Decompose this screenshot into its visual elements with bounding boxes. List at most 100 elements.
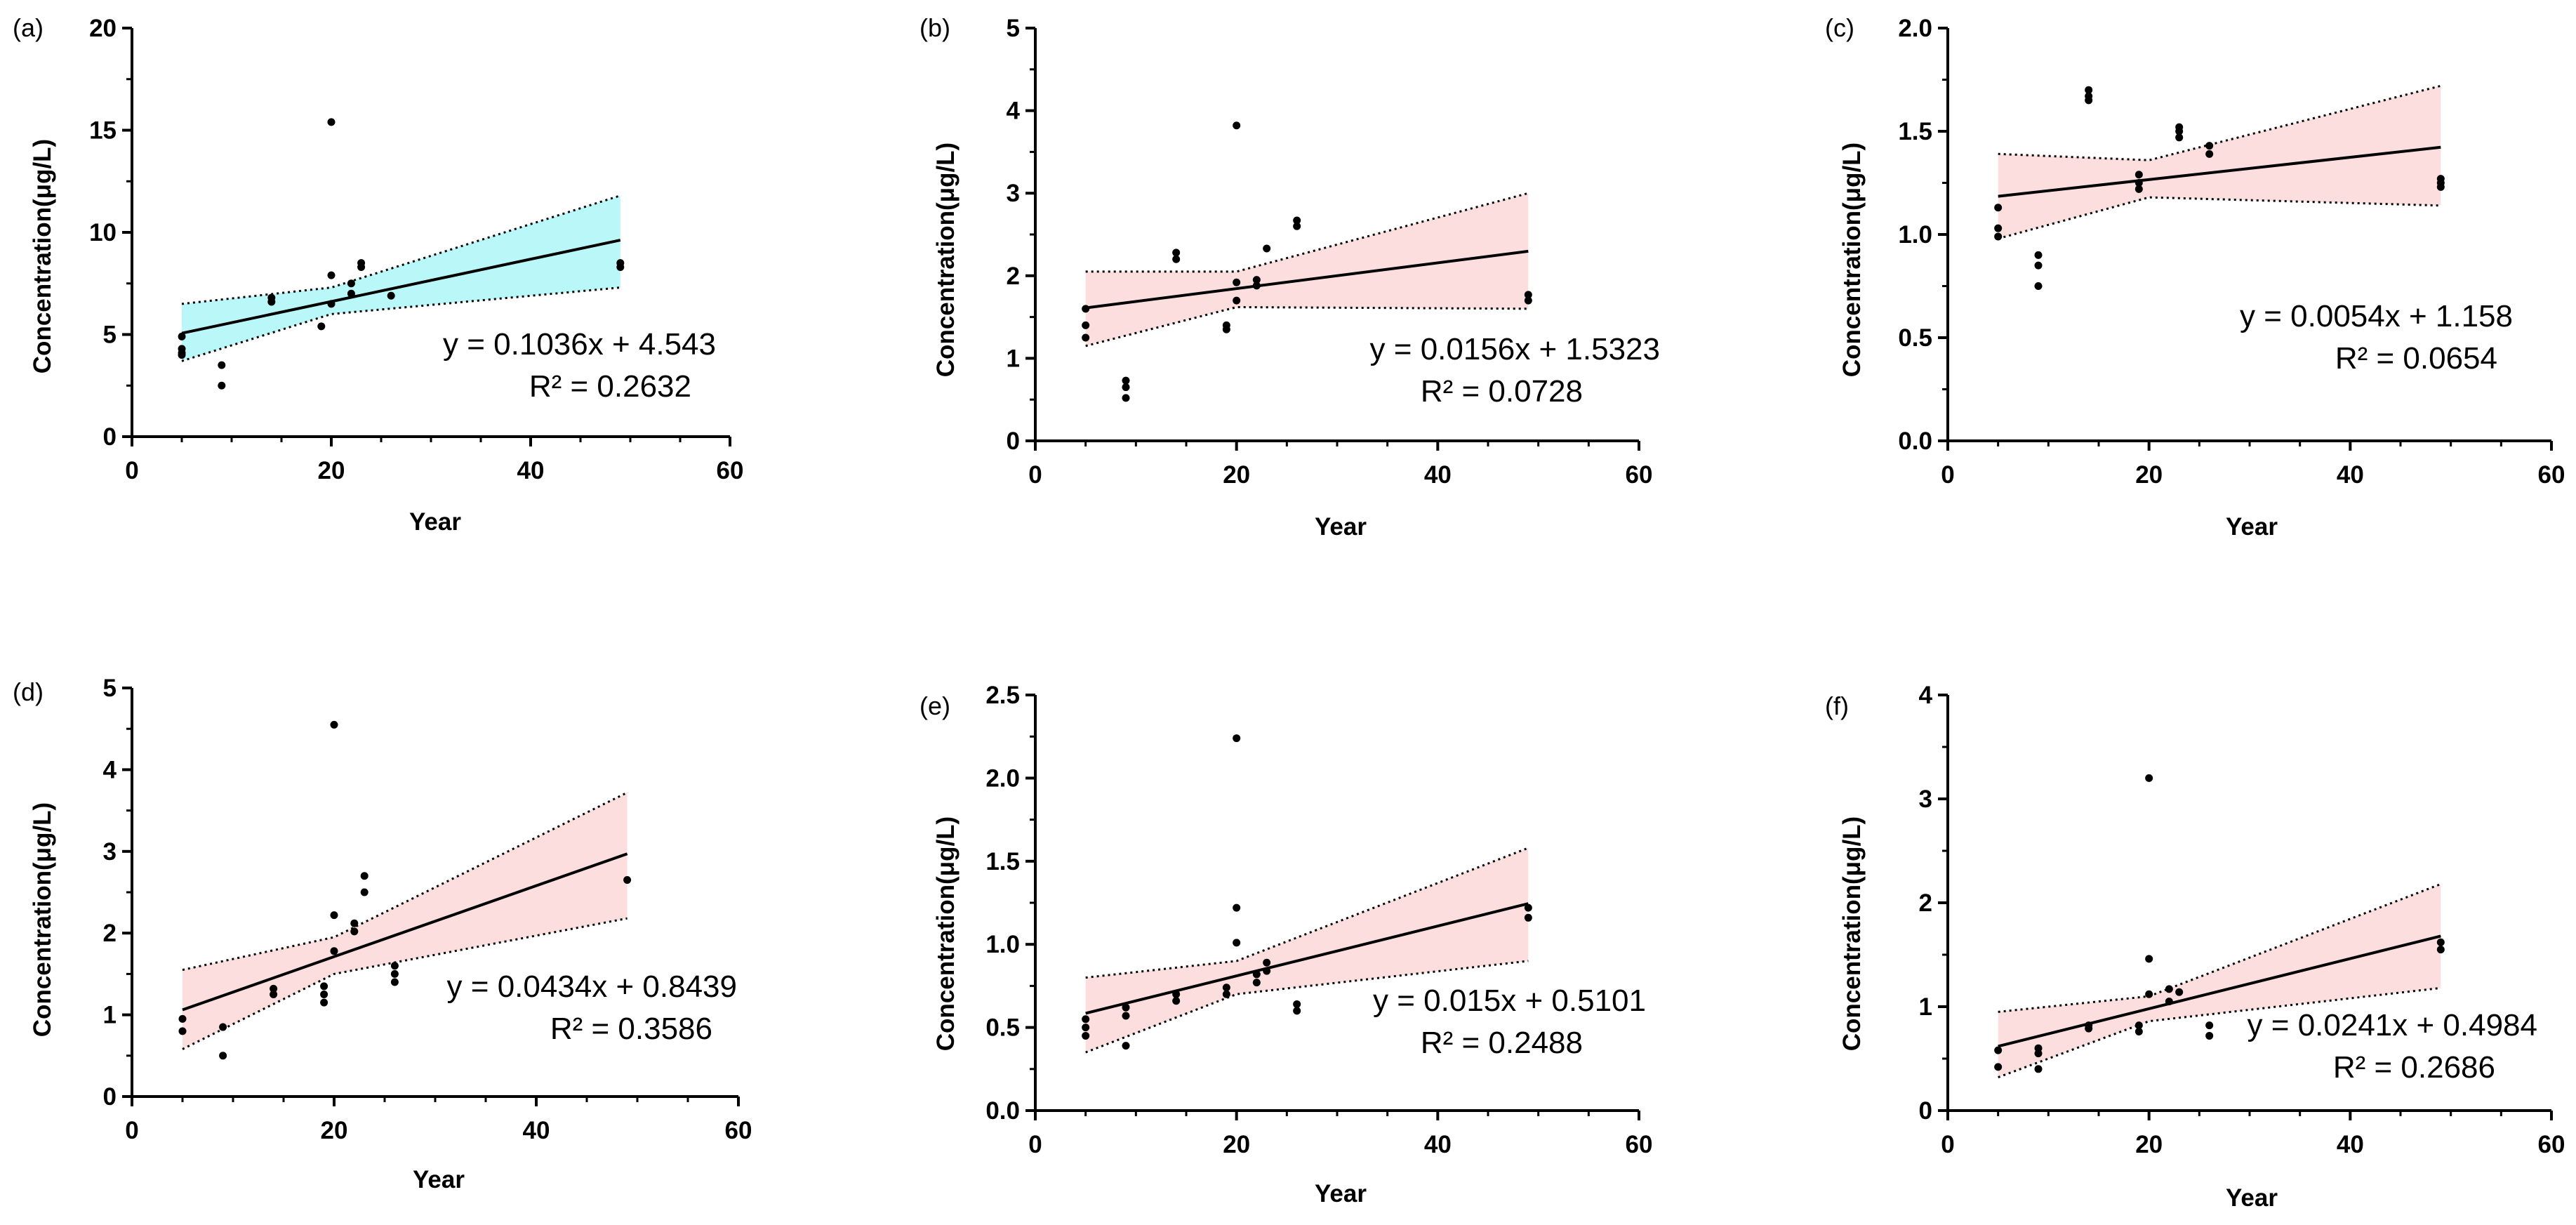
data-point (1524, 903, 1532, 912)
x-tick-label: 60 (725, 1117, 752, 1144)
data-point (1222, 984, 1230, 992)
data-point (1293, 222, 1301, 230)
x-tick-label: 60 (717, 457, 744, 484)
y-tick-label: 5 (103, 675, 117, 702)
data-point (1994, 224, 2003, 232)
x-tick-label: 0 (1941, 461, 1954, 489)
data-point (1994, 1063, 2003, 1071)
data-point (1233, 296, 1241, 305)
y-axis-title: Concentration(μg/L) (29, 139, 56, 373)
band-upper-edge (1085, 847, 1529, 979)
y-tick-label: 0 (103, 1083, 117, 1111)
y-tick-label: 5 (1007, 15, 1020, 42)
x-tick-label: 20 (1223, 1131, 1250, 1158)
y-tick-label: 0 (103, 423, 117, 451)
x-tick-label: 40 (517, 457, 545, 484)
data-point (270, 984, 278, 993)
data-point (1233, 939, 1241, 947)
data-point (320, 991, 328, 998)
data-point (616, 263, 625, 271)
data-point (350, 919, 359, 927)
confidence-band (1998, 884, 2441, 1078)
data-point (2135, 171, 2143, 179)
y-axis-title: Concentration(μg/L) (932, 143, 960, 377)
data-point (1524, 296, 1532, 305)
y-tick-label: 0.5 (1898, 324, 1932, 352)
panel-e: (e) 0.0 0.5 1.0 1.5 2.0 2.5 0 20 40 60 Year Concentr… (919, 682, 1652, 1207)
y-tick-label: 2 (1919, 889, 1932, 917)
confidence-band (1085, 193, 1529, 346)
x-tick-label: 20 (2135, 461, 2163, 489)
regression-equation: y = 0.0054x + 1.158 (2240, 299, 2513, 333)
band-lower-edge (182, 917, 628, 1050)
data-point (2175, 988, 2184, 996)
data-point (1233, 734, 1241, 743)
data-point (2085, 1024, 2093, 1033)
panel-b: (b) 0 1 2 3 4 5 0 20 40 60 Year Concentration(μg/L) y… (919, 13, 1660, 541)
x-tick-label: 40 (523, 1117, 550, 1144)
data-point (623, 876, 632, 885)
y-tick-label: 1.0 (1898, 221, 1932, 249)
panel-d: (d) 0 1 2 3 4 5 0 20 40 60 Year Concentration(μg/L) y… (13, 675, 752, 1193)
y-tick-label: 4 (1919, 682, 1933, 709)
y-axis-title: Concentration(μg/L) (1838, 816, 1866, 1051)
regression-line (181, 239, 621, 335)
data-point (2145, 955, 2153, 963)
x-tick-label: 0 (1028, 461, 1042, 489)
y-axis-title: Concentration(μg/L) (932, 816, 960, 1051)
x-tick-label: 40 (2337, 461, 2364, 489)
y-tick-label: 1 (103, 1002, 117, 1029)
data-point (178, 332, 186, 340)
data-point (1252, 970, 1261, 979)
data-point (390, 969, 399, 978)
confidence-band (182, 793, 628, 1049)
data-point (1082, 1024, 1090, 1032)
y-tick-label: 3 (1919, 786, 1932, 813)
data-point (1122, 383, 1130, 392)
data-point (1252, 979, 1261, 987)
y-tick-label: 1 (1007, 345, 1020, 372)
data-point (1122, 1003, 1130, 1012)
r-squared-label: R² = 0.2686 (2333, 1050, 2495, 1085)
x-axis-title: Year (413, 1166, 465, 1193)
x-tick-label: 0 (125, 457, 138, 484)
panel-a: (a) 0 5 10 15 20 0 20 40 60 Year Concentration(μg/L… (13, 13, 743, 536)
data-point (2145, 990, 2153, 998)
data-point (2436, 183, 2445, 191)
x-tick-label: 20 (321, 1117, 348, 1144)
data-point (1233, 903, 1241, 912)
data-point (1122, 394, 1130, 402)
data-point (2135, 179, 2143, 187)
panel-label: (c) (1825, 13, 1854, 42)
data-point (270, 991, 278, 998)
y-tick-label: 0.0 (1898, 428, 1932, 455)
panel-label: (f) (1825, 691, 1849, 720)
data-point (1994, 204, 2003, 212)
regression-equation: y = 0.0434x + 0.8439 (447, 969, 737, 1004)
data-point (218, 361, 226, 369)
y-tick-label: 2 (103, 920, 117, 947)
y-tick-label: 0 (1919, 1097, 1932, 1125)
x-tick-label: 60 (1626, 461, 1653, 489)
x-tick-label: 20 (318, 457, 345, 484)
data-point (330, 911, 338, 920)
x-tick-label: 0 (1941, 1131, 1954, 1158)
data-point (219, 1023, 227, 1031)
x-axis-title: Year (409, 508, 461, 536)
data-point (2135, 1028, 2143, 1036)
r-squared-label: R² = 0.3586 (550, 1012, 712, 1046)
y-tick-label: 0.5 (985, 1014, 1020, 1042)
data-point (1082, 1015, 1090, 1024)
confidence-band (1085, 847, 1529, 1053)
x-tick-label: 40 (1424, 461, 1452, 489)
data-point (360, 872, 369, 880)
data-point (350, 927, 359, 936)
regression-line (1998, 934, 2441, 1048)
x-axis-title: Year (1315, 513, 1367, 541)
data-point (1293, 1007, 1301, 1015)
data-point (317, 322, 326, 331)
y-tick-label: 2.0 (1898, 15, 1932, 42)
y-tick-label: 0 (1007, 428, 1020, 455)
data-point (2436, 938, 2445, 946)
